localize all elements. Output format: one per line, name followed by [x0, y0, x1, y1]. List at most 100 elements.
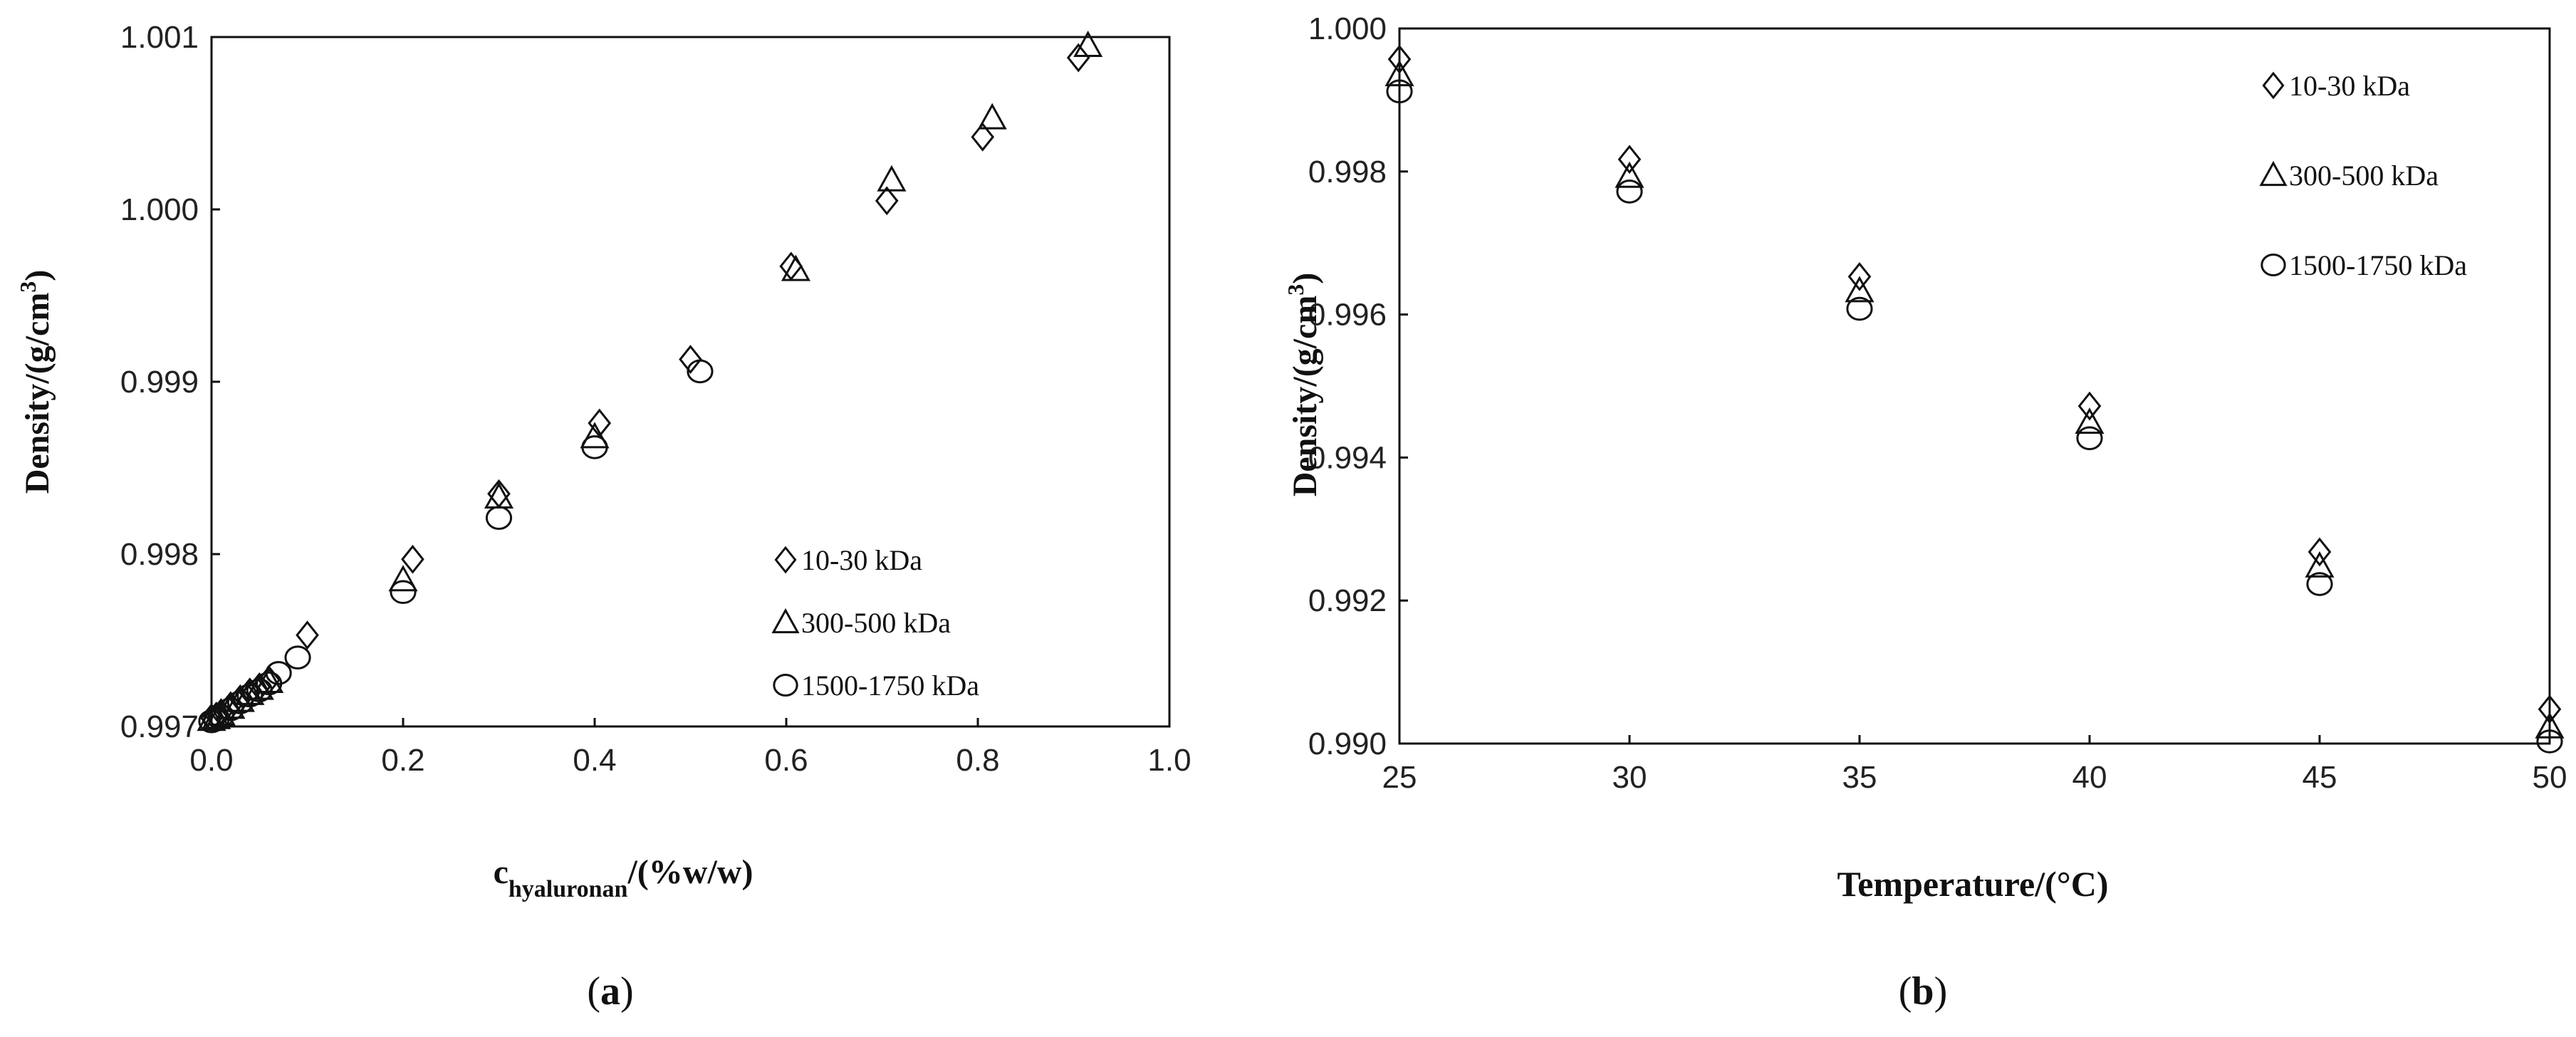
data-point-diamond [588, 408, 612, 438]
x-tick-label: 25 [1382, 760, 1417, 795]
legend-label: 10-30 kDa [801, 544, 922, 576]
data-point-diamond [1847, 261, 1872, 291]
plot-area-a [210, 36, 1171, 728]
data-point-diamond [1617, 145, 1642, 174]
data-point-triangle [1073, 31, 1103, 57]
y-tick-label: 0.992 [1308, 583, 1387, 618]
legend-marker-triangle [771, 608, 800, 634]
legend-label: 10-30 kDa [2289, 70, 2410, 102]
legend-marker-circle [2260, 254, 2286, 276]
data-point-circle [687, 359, 714, 384]
x-tick-label: 0.6 [764, 743, 808, 778]
y-tick-labels-b: 0.990 0.992 0.994 0.996 0.998 1.000 [1308, 11, 1408, 761]
legend-marker-diamond [2262, 71, 2285, 100]
y-tick-label: 0.998 [120, 537, 199, 572]
y-tick-label: 1.000 [1308, 11, 1387, 46]
data-point-circle [265, 661, 292, 685]
x-axis-label-a: chyaluronan/(%w/w) [494, 853, 753, 902]
data-point-diamond [2077, 391, 2102, 421]
series-diamond [199, 43, 1090, 733]
x-tick-label: 0.2 [381, 743, 424, 778]
x-tick-labels-a: 0.0 0.2 0.4 0.6 0.8 1.0 [189, 718, 1191, 778]
y-tick-label: 0.997 [120, 709, 199, 744]
data-point-circle [217, 697, 244, 721]
series-circle [198, 359, 714, 734]
data-point-triangle [781, 254, 810, 281]
data-point-triangle [2075, 407, 2105, 434]
panel-label-a: (a) [587, 969, 633, 1013]
y-axis-label-b: Density/(g/cm3) [1283, 273, 1324, 497]
legend-marker-diamond [774, 546, 797, 574]
chart-panel-b: 0.990 0.992 0.994 0.996 0.998 1.000 25 30 35 40 4… [1283, 11, 2567, 1013]
series-diamond [1387, 44, 2562, 724]
x-tick-label: 30 [1612, 760, 1647, 795]
data-point-diamond [1387, 44, 1412, 74]
data-points-a [197, 31, 1103, 734]
y-tick-label: 1.000 [120, 192, 199, 227]
data-point-diamond [679, 345, 702, 374]
data-point-circle [390, 580, 417, 605]
y-axis-label-a: Density/(g/cm3) [15, 270, 56, 494]
data-point-triangle [580, 422, 610, 449]
series-triangle [1385, 60, 2565, 739]
x-axis-label-b: Temperature/(°C) [1837, 864, 2108, 904]
data-point-triangle [2535, 712, 2565, 739]
x-tick-label: 40 [2072, 760, 2107, 795]
data-point-triangle [206, 699, 236, 726]
data-point-triangle [2305, 551, 2335, 578]
data-point-circle [284, 645, 311, 670]
y-tick-label: 1.001 [120, 20, 199, 55]
y-tick-label: 0.990 [1308, 726, 1387, 761]
data-point-triangle [1385, 60, 1414, 87]
data-point-circle [246, 678, 273, 702]
series-circle [1386, 79, 2563, 754]
data-point-diamond [1066, 43, 1090, 73]
data-point-circle [581, 435, 608, 459]
legend-label: 1500-1750 kDa [801, 669, 979, 702]
chart-panel-a: 0.997 0.998 0.999 1.000 1.001 0.0 0.2 0.4 0.6 0.… [15, 20, 1191, 1013]
data-point-diamond [401, 544, 424, 574]
y-tick-label: 0.994 [1308, 440, 1387, 475]
y-tick-labels-a: 0.997 0.998 0.999 1.000 1.001 [120, 20, 220, 744]
data-point-triangle [1845, 276, 1874, 303]
y-tick-label: 0.996 [1308, 298, 1387, 333]
x-tick-label: 1.0 [1147, 743, 1191, 778]
y-tick-label: 0.999 [120, 365, 199, 400]
x-tick-label: 0.0 [189, 743, 233, 778]
data-point-circle [2536, 729, 2563, 754]
data-point-circle [207, 704, 235, 729]
data-point-circle [485, 506, 513, 530]
x-tick-label: 50 [2533, 760, 2567, 795]
data-point-circle [1386, 79, 1413, 104]
data-point-diamond [2308, 537, 2332, 567]
series-triangle [197, 31, 1103, 731]
data-point-triangle [1615, 161, 1644, 188]
data-point-diamond [2538, 694, 2562, 724]
data-point-triangle [977, 103, 1007, 130]
legend-marker-circle [773, 674, 798, 697]
plot-area-b [1398, 27, 2551, 745]
x-tick-label: 0.4 [573, 743, 616, 778]
legend-label: 300-500 kDa [2289, 160, 2439, 192]
data-points-b [1385, 44, 2565, 754]
data-point-diamond [875, 186, 899, 216]
data-point-diamond [296, 620, 319, 650]
data-point-triangle [388, 565, 418, 592]
legend-label: 1500-1750 kDa [2289, 249, 2467, 281]
data-point-circle [226, 690, 254, 714]
legend-label: 300-500 kDa [801, 607, 951, 639]
data-point-circle [2076, 426, 2103, 451]
panel-label-b: (b) [1899, 969, 1947, 1013]
y-tick-label: 0.998 [1308, 155, 1387, 189]
data-point-circle [1846, 296, 1873, 321]
x-tick-label: 45 [2303, 760, 2337, 795]
data-point-triangle [877, 165, 907, 192]
data-point-circle [2306, 572, 2333, 596]
legend-a: 10-30 kDa 300-500 kDa 1500-1750 kDa [771, 544, 979, 702]
legend-b: 10-30 kDa 300-500 kDa 1500-1750 kDa [2259, 70, 2467, 281]
data-point-circle [1616, 179, 1643, 204]
legend-marker-triangle [2259, 160, 2288, 187]
data-point-triangle [244, 673, 274, 700]
data-point-diamond [971, 122, 995, 152]
